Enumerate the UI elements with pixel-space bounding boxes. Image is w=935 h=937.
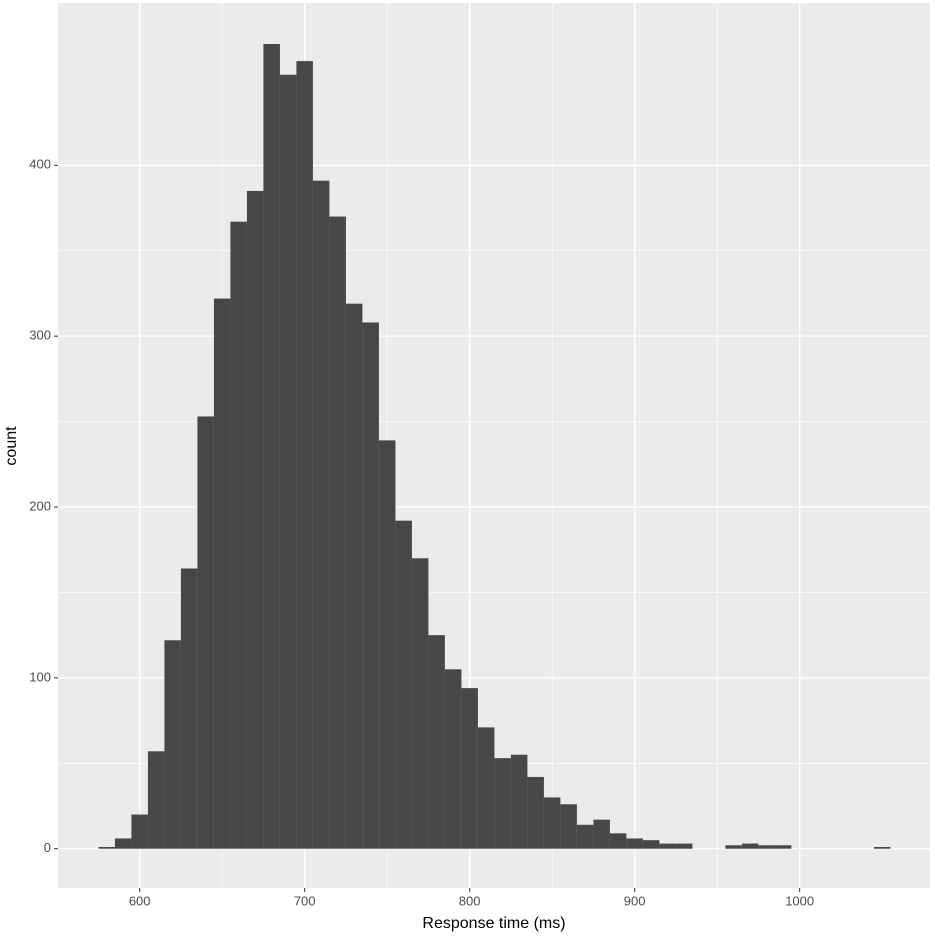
bar — [626, 838, 643, 849]
bar — [411, 558, 429, 849]
bar — [609, 833, 627, 849]
bar — [164, 640, 181, 849]
bar — [213, 298, 231, 849]
bar — [543, 797, 561, 849]
bar — [131, 814, 148, 849]
bar — [230, 221, 247, 849]
bar — [774, 845, 792, 849]
y-axis-title: count — [3, 426, 20, 466]
bar — [494, 758, 511, 849]
y-tick-label: 200 — [29, 498, 51, 513]
bar — [560, 804, 577, 849]
bar — [362, 322, 379, 849]
bar — [576, 824, 594, 849]
bar — [296, 61, 313, 849]
x-axis-title: Response time (ms) — [422, 915, 565, 932]
bar — [246, 190, 264, 849]
bar — [197, 416, 214, 849]
bar — [758, 845, 775, 849]
x-tick-label: 800 — [459, 893, 481, 908]
bar — [477, 727, 495, 849]
bar — [147, 751, 165, 849]
bar — [659, 843, 676, 849]
bar — [180, 568, 198, 849]
bar — [642, 840, 660, 849]
bar — [510, 754, 528, 849]
y-tick-label: 300 — [29, 328, 51, 343]
y-tick-label: 100 — [29, 669, 51, 684]
bar — [345, 303, 363, 849]
bar — [527, 776, 544, 849]
bar — [444, 669, 462, 849]
bar — [114, 838, 132, 849]
bar — [741, 843, 759, 849]
x-tick-label: 600 — [129, 893, 151, 908]
bar — [98, 846, 115, 849]
bar — [395, 520, 412, 849]
x-tick-label: 900 — [624, 893, 646, 908]
bar — [263, 44, 280, 849]
bar — [428, 635, 445, 849]
bar — [461, 688, 478, 849]
x-tick-label: 1000 — [785, 893, 814, 908]
y-tick-label: 400 — [29, 157, 51, 172]
bar — [873, 846, 891, 849]
x-tick-label: 700 — [294, 893, 316, 908]
bar — [312, 180, 330, 849]
bar — [378, 440, 396, 849]
bar — [725, 845, 742, 849]
bar — [279, 74, 297, 849]
bar — [329, 216, 346, 849]
y-tick-label: 0 — [44, 840, 51, 855]
bar — [675, 843, 693, 849]
bar — [593, 819, 610, 849]
